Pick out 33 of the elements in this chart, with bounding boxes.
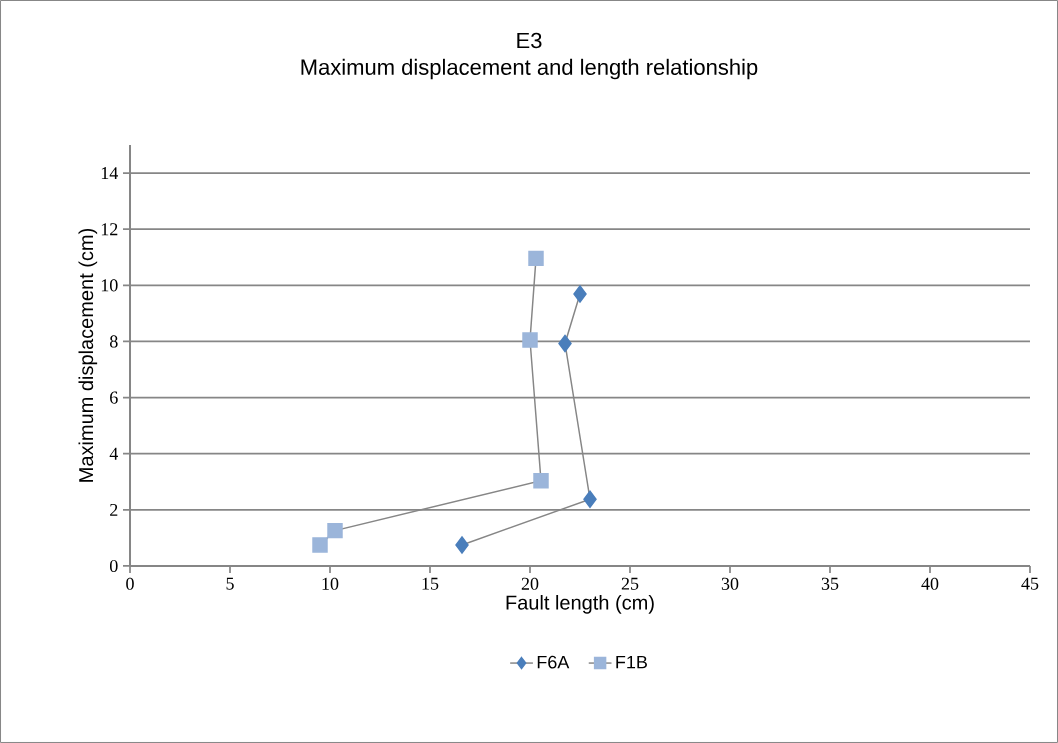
x-tick-label: 20 xyxy=(521,577,539,590)
chart-subtitle: Maximum displacement and length relationship xyxy=(301,58,758,80)
x-tick-label: 30 xyxy=(721,577,739,590)
point xyxy=(455,536,469,554)
x-tick-label: 40 xyxy=(921,577,939,590)
point xyxy=(327,522,343,539)
x-tick-label: 5 xyxy=(226,577,234,590)
point xyxy=(573,285,587,303)
y-tick-label: 10 xyxy=(101,279,118,292)
y-axis-title: Maximum displacement (cm) xyxy=(78,228,98,482)
point xyxy=(533,472,549,489)
x-tick-label: 0 xyxy=(126,577,134,590)
x-tick-label: 10 xyxy=(322,577,339,590)
y-tick-label: 14 xyxy=(101,167,119,179)
y-tick-label: 6 xyxy=(110,391,118,404)
x-tick-label: 35 xyxy=(821,577,839,590)
point xyxy=(312,537,328,553)
point xyxy=(528,250,544,267)
point xyxy=(522,332,538,348)
y-tick-label: 2 xyxy=(110,503,118,516)
point xyxy=(583,490,597,508)
x-tick-label: 45 xyxy=(1021,577,1039,590)
x-tick-label: 25 xyxy=(621,577,639,590)
y-tick-label: 0 xyxy=(109,559,118,573)
y-tick-label: 8 xyxy=(109,335,118,348)
chart-title: E3 xyxy=(517,32,542,49)
y-tick-label: 12 xyxy=(101,223,118,236)
legend-label: F6A xyxy=(537,655,570,669)
legend-label: F1B xyxy=(616,655,647,669)
x-axis-title: Fault length (cm) xyxy=(506,595,654,614)
x-tick-label: 15 xyxy=(422,577,439,590)
point xyxy=(558,334,572,353)
y-tick-label: 4 xyxy=(109,447,119,460)
